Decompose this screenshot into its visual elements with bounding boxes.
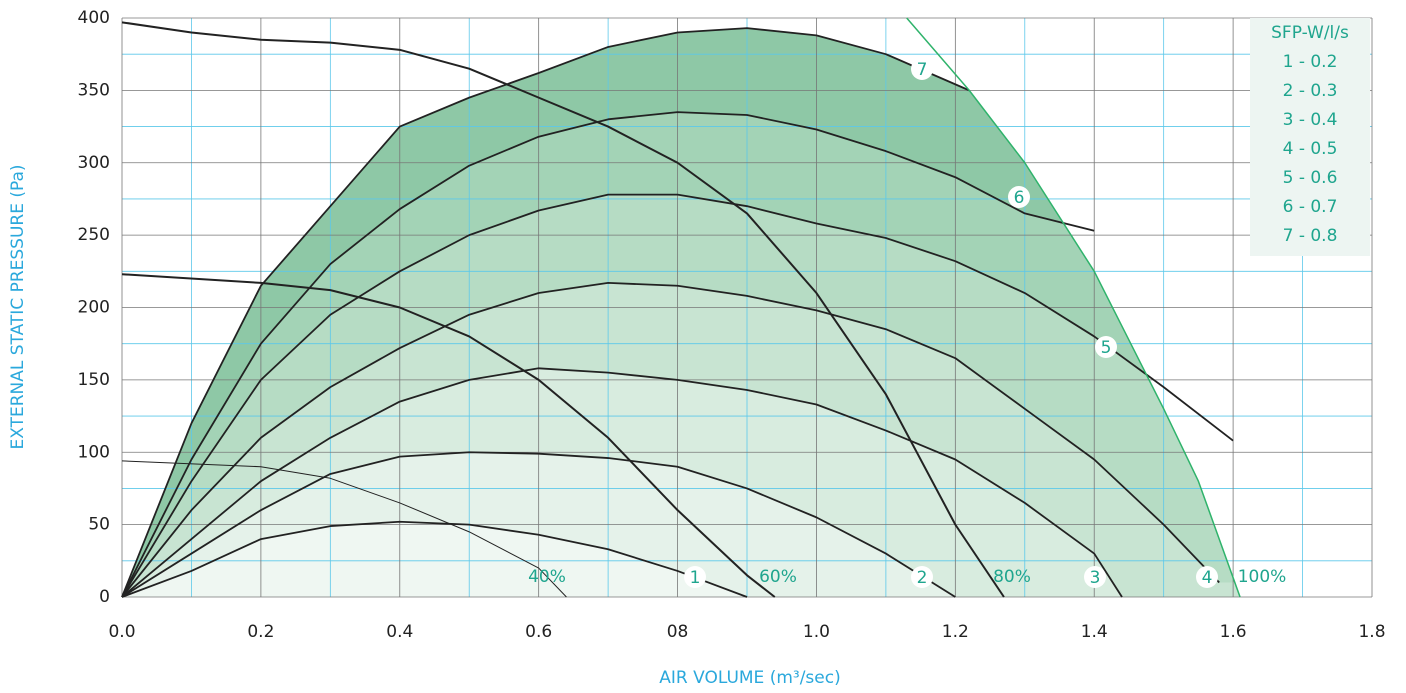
area xyxy=(122,521,1241,597)
curve-label-bg xyxy=(1084,566,1106,588)
curve xyxy=(121,21,1005,598)
x-tick-label: 0.0 xyxy=(108,622,135,642)
curve xyxy=(121,273,776,598)
annotation: 40% xyxy=(528,567,566,587)
legend-entry: 1 - 0.2 xyxy=(1283,52,1338,72)
curve-label: 5 xyxy=(1101,338,1112,358)
legend-title: SFP-W/l/s xyxy=(1271,23,1349,43)
annotation: 100% xyxy=(1238,567,1287,587)
curve-label: 7 xyxy=(917,60,928,80)
curve-label-bg xyxy=(911,566,933,588)
curve-label: 1 xyxy=(690,568,701,588)
legend-entry: 7 - 0.8 xyxy=(1283,226,1338,246)
curve-label: 6 xyxy=(1014,188,1025,208)
x-tick-label: 1.8 xyxy=(1358,622,1385,642)
y-axis-title: EXTERNAL STATIC PRESSURE (Pa) xyxy=(8,164,28,449)
y-tick-label: 0 xyxy=(99,587,110,607)
curve-label: 2 xyxy=(917,568,928,588)
curve-label-bg xyxy=(911,58,933,80)
x-axis-title: AIR VOLUME (m³/sec) xyxy=(659,668,840,688)
curve xyxy=(121,27,970,598)
y-tick-label: 150 xyxy=(78,370,110,390)
y-tick-label: 300 xyxy=(78,153,110,173)
y-tick-label: 350 xyxy=(78,80,110,100)
annotation: 80% xyxy=(993,567,1031,587)
legend-entry: 2 - 0.3 xyxy=(1283,81,1338,101)
curve-label-bg xyxy=(684,566,706,588)
curve-label: 4 xyxy=(1202,568,1213,588)
curve-label-bg xyxy=(1196,566,1218,588)
curve xyxy=(121,367,1123,598)
x-tick-label: 0.2 xyxy=(247,622,274,642)
y-tick-label: 100 xyxy=(78,442,110,462)
legend-entry: 4 - 0.5 xyxy=(1283,139,1338,159)
legend-entry: 5 - 0.6 xyxy=(1283,168,1338,188)
x-tick-label: 08 xyxy=(667,622,689,642)
x-tick-label: 0.4 xyxy=(386,622,413,642)
labels: 0.0 0.2 0.4 0.6 08 1.0 1.2 1.4 1.6 1.8 0 50 100 150 20… xyxy=(78,8,1386,642)
curve xyxy=(121,111,1095,598)
x-tick-label: 0.6 xyxy=(525,622,552,642)
y-tick-label: 200 xyxy=(78,298,110,318)
legend-entry: 6 - 0.7 xyxy=(1283,197,1338,217)
y-tick-label: 250 xyxy=(78,225,110,245)
y-tick-label: 50 xyxy=(88,515,110,535)
legend-box xyxy=(1250,18,1370,256)
legend-entry: 3 - 0.4 xyxy=(1283,110,1338,130)
curve xyxy=(121,460,567,598)
curve-label-bg xyxy=(1008,186,1030,208)
x-tick-label: 1.0 xyxy=(803,622,830,642)
x-tick-label: 1.2 xyxy=(942,622,969,642)
curves xyxy=(121,17,1241,598)
curve xyxy=(121,193,1234,598)
y-tick-label: 400 xyxy=(78,8,110,28)
x-tick-label: 1.4 xyxy=(1081,622,1108,642)
curve xyxy=(121,281,1220,598)
curve xyxy=(121,520,748,598)
curve-label: 3 xyxy=(1090,568,1101,588)
x-tick-label: 1.6 xyxy=(1220,622,1247,642)
curve-label-bg xyxy=(1095,336,1117,358)
annotation: 60% xyxy=(759,567,797,587)
curve xyxy=(906,17,1241,598)
curve xyxy=(121,451,956,598)
